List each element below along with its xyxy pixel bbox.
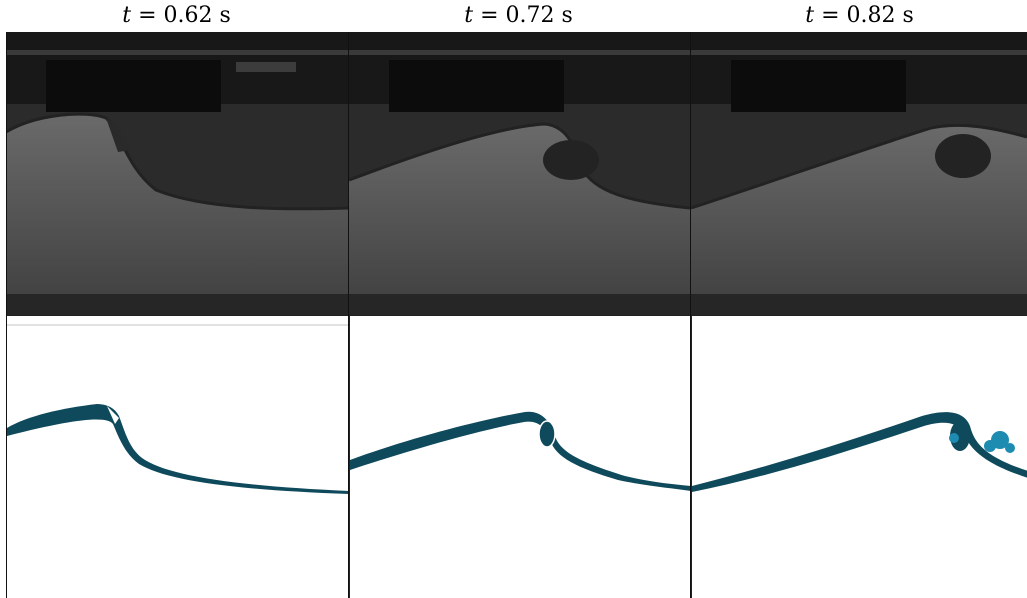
simulation-render-2: [349, 316, 691, 598]
time-label-2: t = 0.72 s: [464, 3, 573, 28]
row-divider: [6, 315, 1027, 316]
experiment-photo-2: [349, 32, 690, 316]
simulation-render-1: [6, 316, 349, 598]
experiment-photo-3: [691, 32, 1027, 316]
column-divider-left: [6, 32, 7, 598]
column-divider-1: [348, 32, 349, 598]
simulation-render-3: [691, 316, 1027, 598]
experiment-photo-1: [6, 32, 348, 316]
column-divider-2: [690, 32, 691, 598]
time-label-3: t = 0.82 s: [805, 3, 914, 28]
time-label-1: t = 0.62 s: [122, 3, 231, 28]
